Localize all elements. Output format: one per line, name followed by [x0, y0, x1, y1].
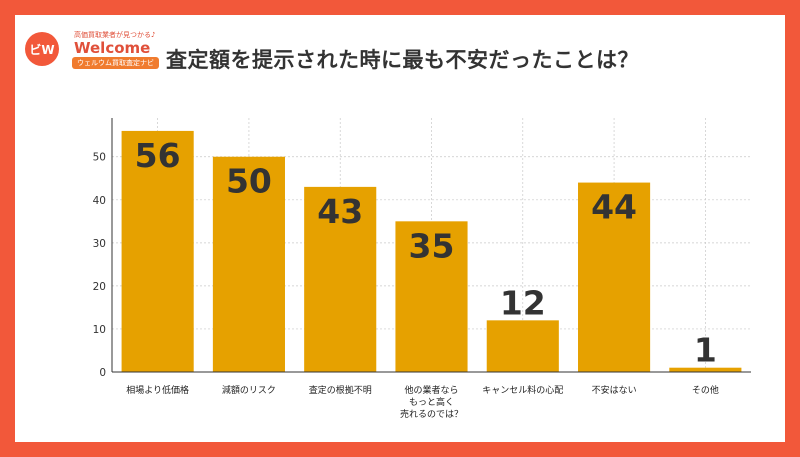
x-tick-label: 減額のリスク — [222, 384, 276, 396]
x-tick-label: 他の業者ならもっと高く売れるのでは？ — [400, 384, 463, 420]
logo-mark: ビW Welcome — [25, 32, 150, 66]
bar — [578, 182, 651, 372]
x-tick-label: 相場より低価格 — [126, 384, 189, 396]
logo-tagline: 高価買取業者が見つかる♪ — [74, 31, 156, 39]
value-label: 56 — [135, 136, 181, 175]
value-label: 43 — [317, 192, 363, 231]
y-tick-label: 50 — [93, 152, 106, 164]
bar — [121, 130, 194, 372]
bars — [121, 130, 742, 372]
svg-text:ビW: ビW — [29, 42, 54, 57]
bar — [304, 186, 377, 372]
value-label: 35 — [409, 226, 455, 265]
logo-subtitle: ウェルウム買取査定ナビ — [72, 57, 159, 69]
x-tick-label: その他 — [692, 384, 719, 396]
value-label: 1 — [694, 331, 717, 370]
value-label: 12 — [500, 283, 546, 322]
bar — [669, 367, 742, 372]
logo: ビW Welcome 高価買取業者が見つかる♪ ウェルウム買取査定ナビ — [22, 26, 159, 72]
y-tick-label: 10 — [93, 324, 106, 336]
bar — [212, 156, 285, 372]
value-label: 44 — [591, 188, 637, 227]
x-tick-label: キャンセル料の心配 — [482, 384, 563, 396]
bar — [395, 221, 468, 372]
logo-wordmark: Welcome — [74, 39, 150, 57]
value-labels: 56 50 43 35 12 44 1 — [135, 136, 717, 370]
y-tick-label: 30 — [93, 238, 106, 250]
y-tick-label: 0 — [99, 367, 106, 379]
y-tick-label: 20 — [93, 281, 106, 293]
x-axis: 相場より低価格 減額のリスク 査定の根拠不明 他の業者ならもっと高く売れるのでは？ キャ… — [112, 371, 751, 420]
y-tick-label: 40 — [93, 195, 106, 207]
y-axis: 0 10 20 30 40 50 — [93, 118, 113, 379]
page-title: 査定額を提示された時に最も不安だったことは？ — [166, 48, 639, 72]
bar — [486, 320, 559, 372]
x-tick-label: 査定の根拠不明 — [309, 384, 372, 396]
x-tick-label: 不安はない — [592, 384, 637, 396]
value-label: 50 — [226, 162, 272, 201]
